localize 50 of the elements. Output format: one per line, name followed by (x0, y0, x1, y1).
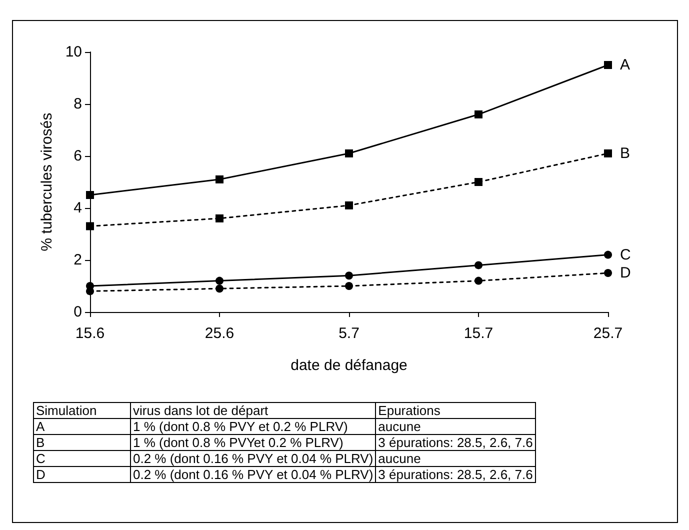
point (604, 149, 612, 158)
series-label: C (620, 246, 631, 264)
text: 0.2 % (dont 0.16 % PVY et 0.04 % PLRV) (130, 466, 376, 482)
series-label: B (620, 144, 630, 162)
point (216, 175, 224, 184)
y-tick-label: 6 (74, 148, 82, 164)
series-label: A (620, 56, 630, 74)
point (474, 276, 482, 285)
point (345, 282, 353, 290)
point (216, 214, 224, 222)
text: A (34, 418, 130, 434)
point (216, 284, 224, 293)
y-axis-title: % tubercules virosés (38, 112, 56, 252)
text: D (34, 466, 130, 482)
y-tick-label: 4 (74, 200, 82, 216)
text: 3 épurations: 28.5, 2.6, 7.6 (376, 466, 536, 482)
y-tick-label: 8 (74, 96, 82, 112)
point (345, 201, 353, 210)
series-label: D (620, 264, 631, 282)
text: 1 % (dont 0.8 % PVYet 0.2 % PLRV) (130, 434, 376, 450)
text: Simulation (34, 402, 130, 418)
text: aucune (376, 450, 536, 466)
text: aucune (376, 418, 536, 434)
point (86, 191, 94, 199)
x-tick-label: 5.7 (338, 325, 360, 342)
y-tick-label: 10 (65, 44, 82, 60)
text: 3 épurations: 28.5, 2.6, 7.6 (376, 434, 536, 450)
point (345, 149, 353, 158)
point (474, 110, 482, 118)
point (604, 250, 612, 259)
point (216, 276, 224, 285)
text: C (34, 450, 130, 466)
text: virus dans lot de départ (130, 402, 376, 418)
y-tick-label: 2 (74, 252, 82, 268)
x-tick-label: 15.7 (464, 325, 494, 342)
y-tick-label: 0 (74, 304, 82, 320)
x-tick-label: 25.7 (593, 325, 623, 342)
point (474, 261, 482, 270)
point (474, 178, 482, 186)
x-tick-label: 15.6 (75, 325, 105, 342)
x-axis-title: date de défanage (290, 357, 408, 374)
x-tick-label: 25.6 (204, 325, 234, 342)
text: B (34, 434, 130, 450)
point (86, 222, 94, 230)
point (604, 61, 612, 69)
point (604, 269, 612, 277)
point (345, 272, 353, 280)
text: 0.2 % (dont 0.16 % PVY et 0.04 % PLRV) (130, 450, 376, 466)
text: Epurations (376, 402, 536, 418)
text: 1 % (dont 0.8 % PVY et 0.2 % PLRV) (130, 418, 376, 434)
